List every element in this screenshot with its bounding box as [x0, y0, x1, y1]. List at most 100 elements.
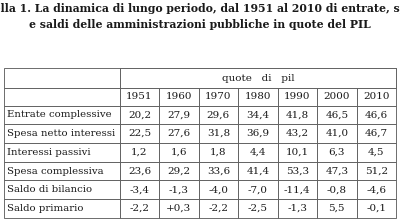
Text: 41,4: 41,4 — [246, 167, 269, 176]
Bar — [159, 106, 198, 124]
Bar — [4, 124, 120, 143]
Bar — [356, 106, 396, 124]
Bar — [198, 180, 238, 199]
Text: 22,5: 22,5 — [128, 129, 151, 138]
Text: -2,2: -2,2 — [129, 204, 149, 213]
Text: Spesa complessiva: Spesa complessiva — [7, 167, 104, 176]
Text: 1,6: 1,6 — [171, 148, 187, 157]
Bar — [4, 143, 120, 162]
Text: 29,6: 29,6 — [207, 110, 230, 119]
Text: 46,7: 46,7 — [365, 129, 388, 138]
Text: quote   di   pil: quote di pil — [222, 74, 294, 83]
Bar — [198, 68, 238, 88]
Text: -2,5: -2,5 — [248, 204, 268, 213]
Bar — [4, 162, 120, 180]
Bar — [317, 143, 356, 162]
Text: 31,8: 31,8 — [207, 129, 230, 138]
Bar — [238, 124, 278, 143]
Text: 53,3: 53,3 — [286, 167, 309, 176]
Text: -2,2: -2,2 — [208, 204, 228, 213]
Bar — [356, 124, 396, 143]
Bar — [120, 180, 159, 199]
Text: Interessi passivi: Interessi passivi — [7, 148, 91, 157]
Bar — [278, 88, 317, 106]
Text: 1990: 1990 — [284, 92, 310, 101]
Text: 27,9: 27,9 — [167, 110, 190, 119]
Text: 1960: 1960 — [166, 92, 192, 101]
Text: -0,1: -0,1 — [366, 204, 386, 213]
Text: -1,3: -1,3 — [287, 204, 307, 213]
Text: -11,4: -11,4 — [284, 185, 311, 194]
Bar — [198, 88, 238, 106]
Bar — [278, 106, 317, 124]
Text: 43,2: 43,2 — [286, 129, 309, 138]
Text: -4,0: -4,0 — [208, 185, 228, 194]
Bar — [317, 180, 356, 199]
Bar — [4, 180, 120, 199]
Bar — [238, 106, 278, 124]
Bar — [317, 88, 356, 106]
Bar — [120, 199, 159, 218]
Bar — [198, 124, 238, 143]
Bar — [159, 124, 198, 143]
Text: 20,2: 20,2 — [128, 110, 151, 119]
Bar — [159, 180, 198, 199]
Text: -0,8: -0,8 — [327, 185, 347, 194]
Text: 46,6: 46,6 — [365, 110, 388, 119]
Bar — [317, 124, 356, 143]
Bar — [356, 162, 396, 180]
Text: 1,2: 1,2 — [131, 148, 148, 157]
Bar — [317, 68, 356, 88]
Bar — [238, 143, 278, 162]
Bar — [278, 199, 317, 218]
Text: 27,6: 27,6 — [167, 129, 190, 138]
Bar — [238, 162, 278, 180]
Bar — [317, 199, 356, 218]
Bar — [356, 143, 396, 162]
Text: 41,8: 41,8 — [286, 110, 309, 119]
Text: Saldo di bilancio: Saldo di bilancio — [7, 185, 92, 194]
Text: 41,0: 41,0 — [325, 129, 348, 138]
Text: Entrate complessive: Entrate complessive — [7, 110, 112, 119]
Text: 4,5: 4,5 — [368, 148, 384, 157]
Bar — [198, 199, 238, 218]
Bar — [278, 68, 317, 88]
Text: 33,6: 33,6 — [207, 167, 230, 176]
Bar — [4, 199, 120, 218]
Bar — [120, 162, 159, 180]
Text: 1951: 1951 — [126, 92, 153, 101]
Bar — [238, 180, 278, 199]
Bar — [120, 88, 159, 106]
Bar — [4, 68, 120, 88]
Text: 2000: 2000 — [324, 92, 350, 101]
Bar — [278, 162, 317, 180]
Text: -7,0: -7,0 — [248, 185, 268, 194]
Text: 2010: 2010 — [363, 92, 390, 101]
Bar — [356, 180, 396, 199]
Bar — [159, 88, 198, 106]
Bar — [159, 199, 198, 218]
Text: 46,5: 46,5 — [325, 110, 348, 119]
Text: 1,8: 1,8 — [210, 148, 226, 157]
Bar — [356, 68, 396, 88]
Bar — [120, 68, 396, 88]
Bar — [317, 162, 356, 180]
Text: 6,3: 6,3 — [328, 148, 345, 157]
Bar — [120, 124, 159, 143]
Text: -1,3: -1,3 — [169, 185, 189, 194]
Text: 34,4: 34,4 — [246, 110, 269, 119]
Text: 10,1: 10,1 — [286, 148, 309, 157]
Text: 36,9: 36,9 — [246, 129, 269, 138]
Text: Tabella 1. La dinamica di lungo periodo, dal 1951 al 2010 di entrate, spese
e sa: Tabella 1. La dinamica di lungo periodo,… — [0, 3, 400, 29]
Bar — [356, 199, 396, 218]
Text: Spesa netto interessi: Spesa netto interessi — [7, 129, 115, 138]
Bar — [159, 162, 198, 180]
Bar — [198, 162, 238, 180]
Bar — [278, 143, 317, 162]
Text: Saldo primario: Saldo primario — [7, 204, 84, 213]
Text: 5,5: 5,5 — [328, 204, 345, 213]
Bar — [238, 199, 278, 218]
Bar — [317, 106, 356, 124]
Bar — [198, 143, 238, 162]
Bar — [278, 180, 317, 199]
